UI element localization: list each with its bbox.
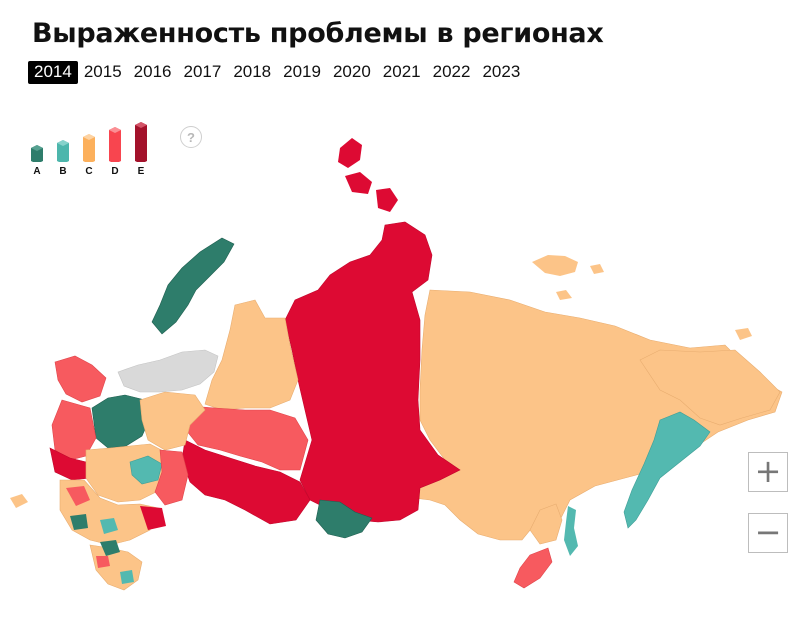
legend-label-a: A <box>33 166 41 177</box>
region-kuril-b[interactable] <box>564 506 578 556</box>
region-south-e-1[interactable] <box>140 506 166 530</box>
year-2023[interactable]: 2023 <box>482 62 521 81</box>
legend-item-e: E <box>130 122 152 177</box>
region-sakhalin-b[interactable] <box>623 411 711 529</box>
legend-bar-a-icon <box>31 145 43 162</box>
year-2022[interactable]: 2022 <box>432 62 471 81</box>
legend-item-c: C <box>78 122 100 177</box>
region-primorye-d[interactable] <box>513 547 553 589</box>
year-2020[interactable]: 2020 <box>332 62 371 81</box>
year-2019[interactable]: 2019 <box>283 62 321 81</box>
region-kaliningrad[interactable] <box>10 494 28 508</box>
year-2016[interactable]: 2016 <box>133 62 172 81</box>
region-south-siberia-e[interactable] <box>181 439 311 525</box>
year-selector: 2014 2015 2016 2017 2018 2019 2020 2021 … <box>28 61 548 84</box>
region-island-small-3[interactable] <box>556 290 572 300</box>
year-2015[interactable]: 2015 <box>83 62 122 81</box>
region-center-b[interactable] <box>129 455 163 485</box>
region-caucasus-b[interactable] <box>120 570 134 584</box>
region-murmansk[interactable] <box>54 355 107 403</box>
region-small-east-island[interactable] <box>735 328 752 340</box>
region-caucasus-a[interactable] <box>100 540 120 556</box>
legend-label-c: C <box>85 166 93 177</box>
region-center-d[interactable] <box>154 449 189 506</box>
region-caucasus-d[interactable] <box>96 556 110 568</box>
year-2018[interactable]: 2018 <box>233 62 272 81</box>
region-yakutia-east-c[interactable] <box>529 503 563 545</box>
zoom-out-button[interactable]: − <box>748 513 788 553</box>
legend: A B C D E <box>26 122 152 177</box>
legend-label-e: E <box>137 166 145 177</box>
region-chukotka[interactable] <box>639 349 781 426</box>
region-west-siberia[interactable] <box>204 299 299 411</box>
region-south-b-1[interactable] <box>100 518 118 534</box>
legend-item-b: B <box>52 122 74 177</box>
region-island-e-3[interactable] <box>376 188 398 212</box>
legend-bar-b-icon <box>57 140 69 162</box>
region-west-d[interactable] <box>51 399 97 461</box>
region-new-siberian-islands[interactable] <box>532 255 578 276</box>
region-novaya-zemlya[interactable] <box>151 237 235 335</box>
zoom-in-button[interactable]: + <box>748 452 788 492</box>
year-2017[interactable]: 2017 <box>183 62 222 81</box>
region-island-e-2[interactable] <box>345 172 372 194</box>
legend-bar-c-icon <box>83 134 95 162</box>
region-island-small-2[interactable] <box>590 264 604 274</box>
region-central-d[interactable] <box>185 405 309 471</box>
year-2014[interactable]: 2014 <box>28 61 78 84</box>
region-krasnoyarsk[interactable] <box>284 221 461 523</box>
year-2021[interactable]: 2021 <box>382 62 421 81</box>
region-volga-c[interactable] <box>139 391 206 451</box>
legend-label-b: B <box>59 166 67 177</box>
page-title: Выраженность проблемы в регионах <box>32 18 604 49</box>
region-south-a-1[interactable] <box>70 514 88 530</box>
legend-item-d: D <box>104 122 126 177</box>
legend-label-d: D <box>111 166 119 177</box>
legend-item-a: A <box>26 122 48 177</box>
region-altai[interactable] <box>315 499 373 539</box>
region-severnaya-zemlya[interactable] <box>338 138 362 168</box>
help-icon[interactable]: ? <box>180 126 202 148</box>
russia-regions-map <box>10 138 783 591</box>
region-no-data-north[interactable] <box>117 349 219 393</box>
region-south-d-1[interactable] <box>66 486 90 506</box>
legend-bar-d-icon <box>109 127 121 162</box>
legend-bar-e-icon <box>135 122 147 162</box>
